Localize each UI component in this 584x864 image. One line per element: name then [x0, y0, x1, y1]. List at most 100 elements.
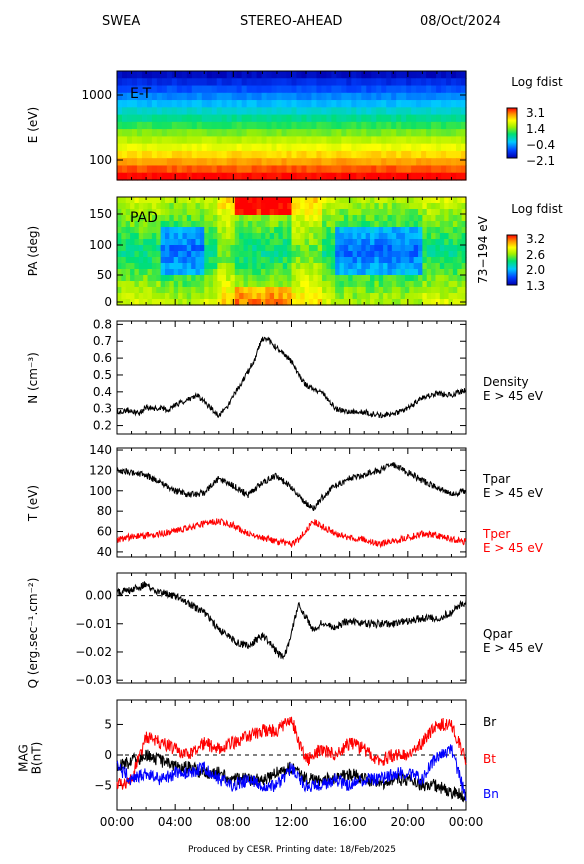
pad-cell — [164, 203, 170, 210]
pad-cell — [260, 245, 266, 252]
et-cell — [461, 136, 467, 145]
et-cell — [356, 150, 362, 159]
pad-cell — [452, 233, 458, 240]
pad-cell — [173, 221, 179, 228]
pad-cell — [378, 269, 384, 276]
pad-cell — [383, 287, 389, 294]
pad-cell — [130, 221, 136, 228]
pad-cell — [439, 281, 445, 288]
pad-cell — [164, 227, 170, 234]
pad-cell — [151, 227, 157, 234]
et-cell — [211, 136, 218, 145]
et-cell — [166, 165, 173, 174]
et-cell — [441, 100, 447, 108]
pad-cell — [125, 287, 131, 294]
et-cell — [461, 114, 467, 123]
pad-cell — [221, 239, 227, 246]
et-cell — [416, 107, 422, 116]
pad-cell — [431, 197, 437, 204]
et-cell — [421, 165, 427, 174]
et-cell — [326, 107, 332, 116]
pad-cell — [330, 239, 336, 246]
pad-cell — [195, 257, 201, 264]
pad-cell — [212, 227, 218, 234]
pad-cell — [239, 221, 245, 228]
pad-colorbar-tick: 1.3 — [526, 279, 545, 293]
pad-cell — [339, 263, 345, 270]
et-cell — [376, 85, 382, 94]
et-cell — [411, 85, 417, 94]
pad-cell — [409, 257, 415, 264]
pad-cell — [348, 245, 354, 252]
temperature-tick-label: 80 — [97, 504, 112, 518]
pad-cell — [226, 233, 232, 240]
pad-cell — [160, 209, 166, 216]
pad-cell — [435, 227, 441, 234]
pad-cell — [361, 275, 367, 282]
pad-cell — [387, 233, 393, 240]
pad-cell — [199, 251, 205, 258]
et-cell — [211, 71, 218, 79]
pad-cell — [461, 287, 467, 294]
pad-cell — [164, 233, 170, 240]
et-cell — [151, 143, 158, 152]
pad-cell — [182, 293, 188, 300]
pad-cell — [431, 275, 437, 282]
mag-series-bt — [116, 716, 467, 790]
et-cell — [346, 165, 352, 174]
et-cell — [281, 129, 288, 137]
pad-cell — [426, 269, 432, 276]
et-cell — [296, 114, 303, 123]
et-cell — [136, 136, 143, 145]
et-cell — [416, 150, 422, 159]
pad-cell — [391, 257, 397, 264]
et-cell — [121, 78, 128, 87]
pad-cell — [134, 227, 140, 234]
et-cell — [201, 150, 208, 159]
pad-cell — [374, 239, 380, 246]
pad-cell — [322, 233, 327, 240]
et-cell — [211, 143, 218, 152]
pad-cell — [361, 233, 367, 240]
pad-cell — [374, 215, 380, 222]
et-cell — [241, 150, 248, 159]
pad-cell — [208, 257, 214, 264]
pad-cell — [300, 257, 306, 264]
et-cell — [456, 150, 462, 159]
pad-cell — [313, 239, 319, 246]
pad-cell — [226, 275, 232, 282]
et-cell — [376, 107, 382, 116]
pad-cell — [173, 233, 179, 240]
et-cell — [361, 85, 367, 94]
pad-cell — [330, 251, 336, 258]
pad-cell — [121, 269, 127, 276]
pad-cell — [422, 287, 428, 294]
pad-cell — [278, 221, 284, 228]
et-cell — [446, 114, 452, 123]
pad-cell — [199, 203, 205, 210]
pad-cell — [182, 233, 188, 240]
pad-cell — [138, 287, 144, 294]
pad-cell — [461, 203, 467, 210]
pad-cell — [435, 287, 441, 294]
pad-cell — [204, 287, 210, 294]
pad-cell — [234, 245, 240, 252]
et-cell — [441, 78, 447, 87]
pad-cell — [287, 281, 293, 288]
et-cell — [341, 165, 347, 174]
time-tick-label: 16:00 — [332, 815, 367, 829]
et-cell — [436, 100, 442, 108]
et-cell — [161, 100, 168, 108]
pad-cell — [391, 299, 397, 306]
pad-cell — [335, 215, 341, 222]
et-cell — [321, 129, 327, 137]
pad-cell — [178, 209, 184, 216]
et-cell — [261, 121, 268, 130]
et-cell — [156, 129, 163, 137]
pad-cell — [121, 257, 127, 264]
pad-cell — [243, 269, 249, 276]
pad-cell — [178, 233, 184, 240]
pad-cell — [252, 197, 258, 204]
pad-cell — [164, 293, 170, 300]
pad-cell — [330, 293, 336, 300]
